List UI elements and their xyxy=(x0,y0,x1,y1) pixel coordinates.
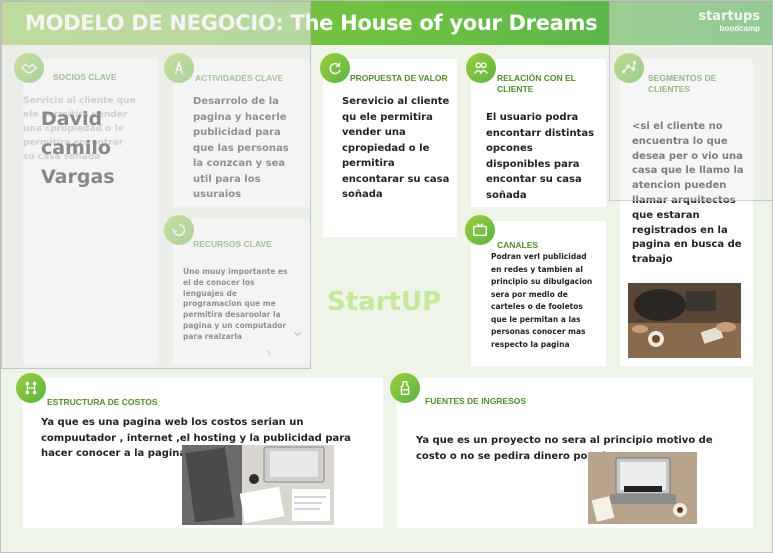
segmentos-clientes-label: SEGMENTOS DE CLIENTES xyxy=(648,73,717,94)
coffee-table-photo xyxy=(628,283,741,358)
canales-card xyxy=(471,221,606,366)
people-icon xyxy=(466,53,496,83)
startups-logo: startups boodcamp xyxy=(698,9,760,34)
flowchart-icon xyxy=(16,373,46,403)
selection-overlay xyxy=(1,1,311,369)
relacion-text: El usuario podra encontarr distintas opc… xyxy=(486,112,595,201)
canales-label: CANALES xyxy=(497,240,539,250)
tv-icon xyxy=(465,215,495,245)
relacion-cliente-label: RELACIÓN CON EL CLIENTE xyxy=(497,73,576,94)
propuesta-valor-card xyxy=(323,59,457,237)
network-icon xyxy=(614,53,644,83)
laptop-photo xyxy=(588,452,697,524)
relacion-cliente-card xyxy=(471,59,606,207)
ingresos-text: Ya que es un proyecto no sera al princip… xyxy=(416,435,713,462)
canales-text: Podran verl publicidad en redes y tambie… xyxy=(491,252,593,349)
propuesta-text: Serevicio al cliente qu ele permitira ve… xyxy=(342,96,450,200)
refresh-icon xyxy=(320,53,350,83)
bottle-icon xyxy=(390,373,420,403)
estructura-costos-label: ESTRUCTURA DE COSTOS xyxy=(47,397,158,407)
desk-photo xyxy=(182,445,334,525)
propuesta-valor-label: PROPUESTA DE VALOR xyxy=(350,73,448,83)
fuentes-ingresos-label: FUENTES DE INGRESOS xyxy=(425,396,527,406)
startup-watermark: StartUP xyxy=(327,287,442,317)
selection-overlay-right xyxy=(609,1,772,201)
costos-text: Ya que es una pagina web los costos seri… xyxy=(41,417,351,459)
